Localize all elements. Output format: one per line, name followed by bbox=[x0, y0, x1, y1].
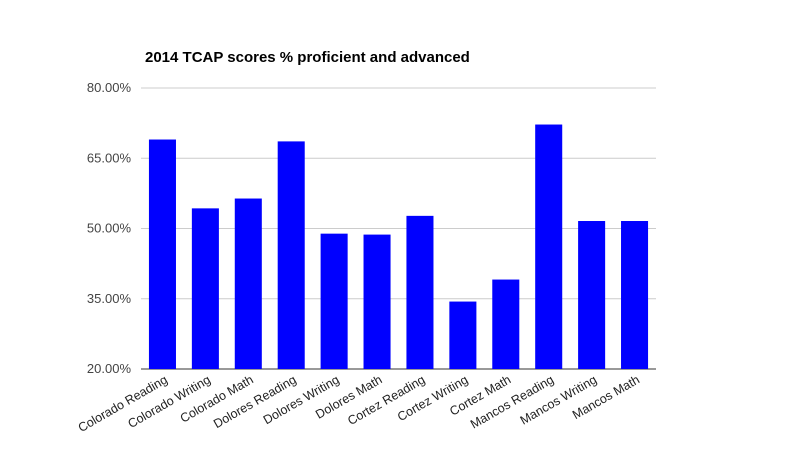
bar bbox=[277, 141, 305, 369]
gridlines bbox=[141, 87, 656, 370]
chart-title: 2014 TCAP scores % proficient and advanc… bbox=[145, 49, 470, 66]
bar bbox=[578, 221, 606, 369]
y-tick-label: 65.00% bbox=[87, 150, 132, 165]
bar bbox=[621, 221, 649, 369]
bar bbox=[406, 215, 434, 369]
bar bbox=[148, 139, 176, 369]
bar bbox=[449, 301, 477, 369]
y-axis-ticks: 20.00% 35.00% 50.00% 65.00% 80.00% bbox=[87, 80, 132, 376]
bars bbox=[148, 124, 649, 369]
bar bbox=[234, 198, 262, 369]
bar bbox=[535, 124, 563, 369]
y-tick-label: 35.00% bbox=[87, 291, 132, 306]
bar bbox=[320, 233, 348, 369]
bar bbox=[363, 234, 391, 369]
y-tick-label: 50.00% bbox=[87, 221, 132, 236]
y-tick-label: 80.00% bbox=[87, 80, 132, 95]
bar bbox=[492, 279, 520, 369]
bar bbox=[191, 208, 219, 369]
y-tick-label: 20.00% bbox=[87, 361, 132, 376]
